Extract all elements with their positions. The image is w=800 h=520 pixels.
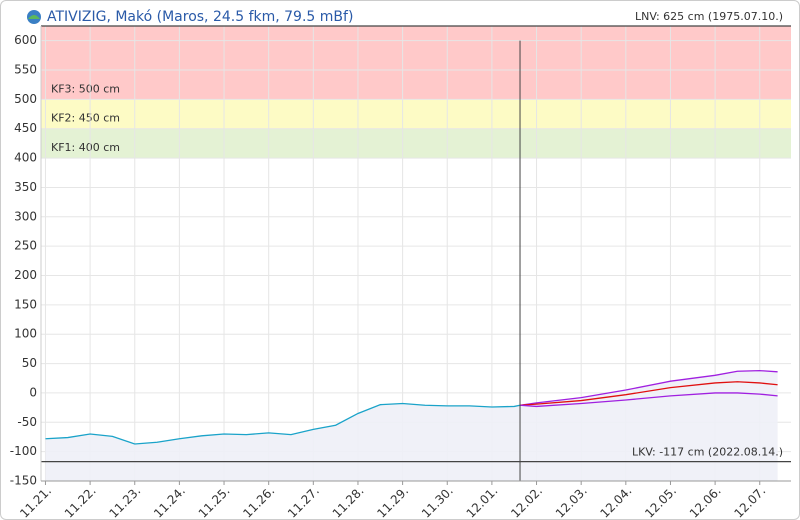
y-tick-label: 550: [14, 63, 37, 77]
y-tick-label: 50: [22, 356, 37, 370]
y-tick-label: -100: [10, 444, 37, 458]
x-tick-label: 11.23.: [106, 484, 143, 519]
series-area: [45, 403, 521, 481]
x-tick-label: 12.02.: [508, 484, 545, 519]
y-tick-label: 400: [14, 151, 37, 165]
y-tick-label: 100: [14, 327, 37, 341]
series-line: [519, 381, 778, 406]
x-tick-label: 11.24.: [151, 484, 188, 519]
x-tick-label: 12.04.: [598, 484, 635, 519]
y-tick-label: 150: [14, 297, 37, 311]
y-tick-label: 600: [14, 33, 37, 47]
series-line: [45, 402, 521, 445]
chart-title: ATIVIZIG, Makó (Maros, 24.5 fkm, 79.5 mB…: [47, 9, 353, 25]
y-tick-label: 200: [14, 268, 37, 282]
series-line: [519, 369, 778, 406]
x-tick-label: 12.03.: [553, 484, 590, 519]
series-area: [520, 370, 778, 481]
y-tick-label: 450: [14, 121, 37, 135]
threshold-band: [41, 128, 791, 159]
y-tick-label: 250: [14, 239, 37, 253]
band-label: KF2: 450 cm: [51, 112, 120, 125]
x-tick-label: 11.29.: [374, 484, 411, 519]
y-tick-label: 0: [29, 385, 37, 399]
reference-label: LNV: 625 cm (1975.07.10.): [635, 10, 783, 23]
y-tick-label: -150: [10, 474, 37, 488]
x-tick-label: 11.22.: [62, 484, 99, 519]
threshold-band: [41, 99, 791, 129]
y-tick-label: -50: [17, 415, 37, 429]
x-tick-label: 12.06.: [687, 484, 724, 519]
x-tick-label: 12.05.: [642, 484, 679, 519]
y-tick-label: 500: [14, 92, 37, 106]
x-tick-label: 11.27.: [285, 484, 322, 519]
y-tick-label: 350: [14, 180, 37, 194]
band-label: KF1: 400 cm: [51, 141, 120, 154]
threshold-band: [41, 26, 791, 100]
x-tick-label: 12.07.: [731, 484, 768, 519]
band-label: KF3: 500 cm: [51, 82, 120, 95]
x-tick-label: 11.25.: [196, 484, 233, 519]
x-tick-label: 11.21.: [17, 484, 54, 519]
reference-label: LKV: -117 cm (2022.08.14.): [632, 446, 783, 459]
series-line: [519, 392, 778, 408]
x-tick-label: 11.30.: [419, 484, 456, 519]
x-tick-label: 11.26.: [240, 484, 277, 519]
x-tick-label: 12.01.: [464, 484, 501, 519]
y-tick-label: 300: [14, 209, 37, 223]
x-tick-label: 11.28.: [330, 484, 367, 519]
logo: [27, 10, 41, 24]
